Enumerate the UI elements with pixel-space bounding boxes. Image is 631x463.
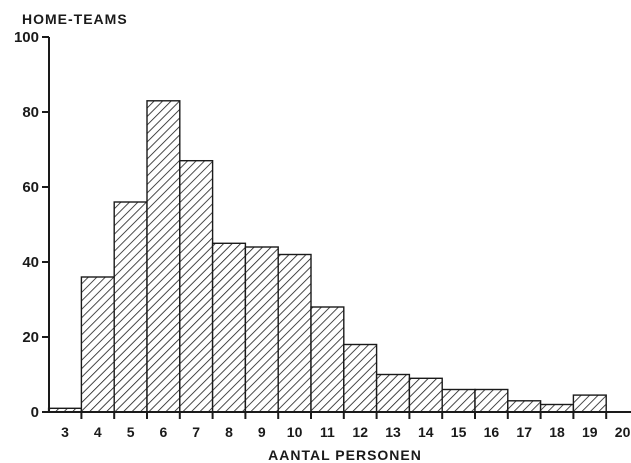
x-tick-label: 7: [192, 424, 200, 440]
y-tick-label: 40: [22, 254, 39, 271]
x-tick-label: 20: [615, 424, 631, 440]
bar-9: [244, 246, 279, 413]
bar-10: [277, 253, 312, 413]
bar-17: [507, 400, 542, 413]
bar-18: [539, 403, 575, 413]
x-tick-label: 6: [160, 424, 168, 440]
x-tick-label: 3: [61, 424, 69, 440]
y-tick-label: 20: [22, 329, 39, 346]
bar-7: [179, 159, 214, 413]
bars-group: [47, 100, 607, 413]
x-tick-label: 18: [549, 424, 565, 440]
y-tick-label: 100: [14, 29, 39, 46]
x-tick-label: 4: [94, 424, 102, 440]
bar-8: [211, 242, 247, 413]
y-tick-label: 60: [22, 179, 39, 196]
x-tick-label: 8: [225, 424, 233, 440]
x-ticks-group: 3 4 5 6 7 8 9 10 11 12 13 14 15 16 17 18 19 20: [61, 412, 631, 440]
x-tick-label: 15: [451, 424, 467, 440]
x-tick-label: 12: [352, 424, 368, 440]
x-tick-label: 16: [484, 424, 500, 440]
bar-12: [343, 343, 378, 413]
bar-5: [113, 201, 148, 413]
bar-11: [310, 306, 345, 413]
x-tick-label: 5: [127, 424, 135, 440]
x-tick-label: 13: [385, 424, 401, 440]
bar-14: [408, 377, 443, 413]
bar-19: [572, 394, 607, 413]
x-tick-label: 10: [287, 424, 303, 440]
y-axis-title: HOME-TEAMS: [22, 11, 128, 27]
x-tick-label: 19: [582, 424, 598, 440]
bar-6: [146, 100, 181, 413]
y-ticks-group: 0 20 40 60 80 100: [14, 29, 49, 421]
x-tick-label: 14: [418, 424, 434, 440]
bar-4: [80, 276, 115, 413]
y-tick-label: 0: [31, 404, 39, 421]
x-tick-label: 9: [258, 424, 266, 440]
x-axis-title: AANTAL PERSONEN: [268, 447, 422, 463]
x-tick-label: 17: [516, 424, 532, 440]
x-tick-label: 11: [320, 424, 335, 440]
bar-16: [474, 388, 509, 413]
y-tick-label: 80: [22, 104, 39, 121]
bar-13: [375, 373, 411, 413]
bar-15: [441, 388, 476, 413]
